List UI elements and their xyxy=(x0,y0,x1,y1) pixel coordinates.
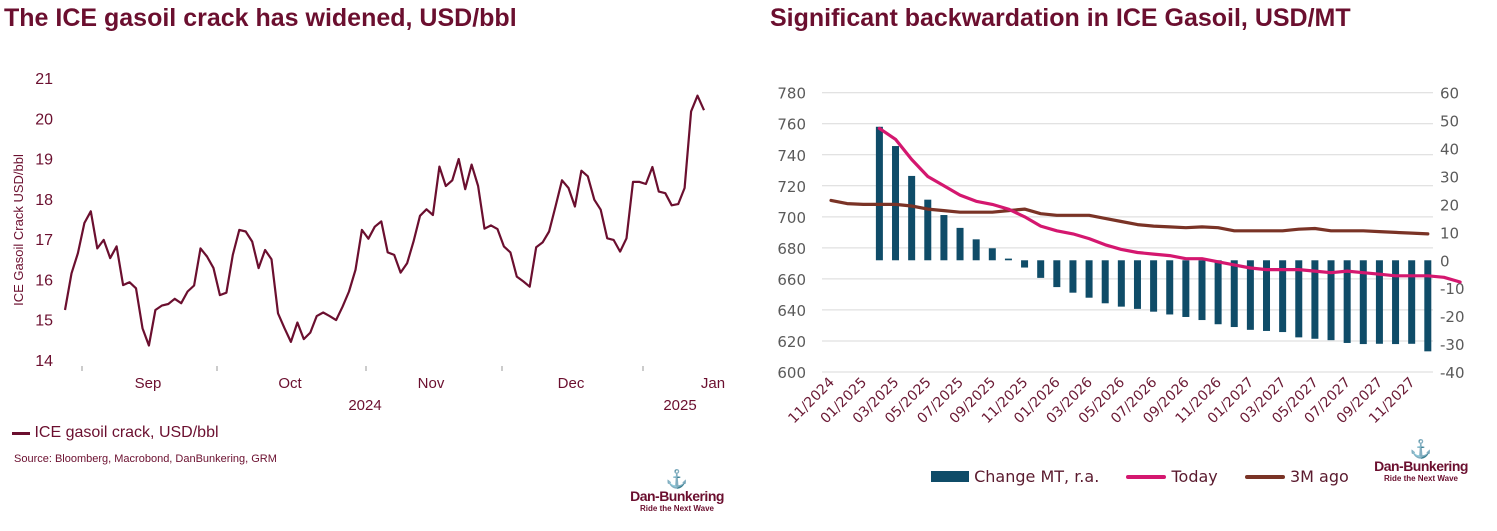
legend-line-swatch xyxy=(12,431,30,435)
left-legend: ICE gasoil crack, USD/bbl xyxy=(12,424,219,442)
right-legend: Change MT, r.a. Today 3M ago xyxy=(931,466,1349,486)
right-y-tick-label: 30 xyxy=(1440,168,1459,186)
right-y-tick-label: -30 xyxy=(1440,336,1465,354)
logo-name: Dan-Bunkering xyxy=(1374,458,1468,474)
right-chart-title: Significant backwardation in ICE Gasoil,… xyxy=(770,4,1351,32)
y-tick-label: 16 xyxy=(35,272,53,289)
left-y-tick-label: 640 xyxy=(777,302,806,320)
left-y-tick-label: 780 xyxy=(777,85,806,103)
change-bar xyxy=(972,239,980,261)
right-y-tick-label: -10 xyxy=(1440,280,1465,298)
three-month-ago-line xyxy=(829,198,1430,236)
change-bar xyxy=(988,248,996,261)
change-bar xyxy=(1069,260,1077,293)
logo-name: Dan-Bunkering xyxy=(630,488,724,504)
legend-label-change: Change MT, r.a. xyxy=(974,467,1100,486)
legend-today-swatch xyxy=(1126,474,1167,479)
logo-left: ⚓ Dan-Bunkering Ride the Next Wave xyxy=(622,470,732,513)
right-y-tick-label: -20 xyxy=(1440,308,1465,326)
right-y-tick-label: 50 xyxy=(1440,113,1459,131)
left-y-tick-label: 600 xyxy=(777,364,806,382)
change-bar xyxy=(875,126,883,261)
legend-label-today: Today xyxy=(1171,467,1218,486)
x-tick-label: Nov xyxy=(418,375,445,392)
left-y-tick-label: 740 xyxy=(777,147,806,165)
x-tick-label: Oct xyxy=(278,375,302,392)
change-bar xyxy=(1214,260,1222,325)
change-bar xyxy=(1359,260,1367,345)
change-bar xyxy=(1182,260,1190,317)
change-bar xyxy=(1343,260,1351,343)
change-bar xyxy=(1230,260,1238,328)
y-tick-label: 21 xyxy=(35,71,53,88)
change-bar xyxy=(940,215,948,261)
right-y-tick-label: 10 xyxy=(1440,224,1459,242)
left-y-tick-label: 620 xyxy=(777,333,806,351)
change-bar xyxy=(1424,260,1432,352)
legend-bar-swatch xyxy=(931,471,969,482)
change-bar xyxy=(1198,260,1206,321)
today-line xyxy=(877,126,1462,284)
right-y-tick-label: 40 xyxy=(1440,141,1459,159)
change-bar xyxy=(1004,258,1012,261)
left-chart-title: The ICE gasoil crack has widened, USD/bb… xyxy=(4,4,517,32)
source-note: Source: Bloomberg, Macrobond, DanBunkeri… xyxy=(14,453,277,465)
legend-3m-swatch xyxy=(1244,474,1285,479)
anchor-d-icon: ⚓ xyxy=(665,469,689,489)
logo-tagline: Ride the Next Wave xyxy=(640,504,714,513)
change-bar xyxy=(1295,260,1303,338)
change-bar xyxy=(1375,260,1383,344)
right-y-tick-label: 60 xyxy=(1440,85,1459,103)
change-bar xyxy=(1133,260,1141,309)
change-bar xyxy=(1037,260,1045,278)
change-bar xyxy=(1166,260,1174,315)
y-tick-label: 17 xyxy=(35,232,53,249)
change-bar xyxy=(1117,260,1125,307)
change-bar xyxy=(1101,260,1109,304)
left-y-tick-label: 760 xyxy=(777,116,806,134)
change-bar xyxy=(1408,260,1416,344)
left-y-tick-label: 700 xyxy=(777,209,806,227)
y-tick-label: 18 xyxy=(35,192,53,209)
change-bar xyxy=(956,227,964,261)
year-label: 2024 xyxy=(348,397,381,414)
y-tick-label: 14 xyxy=(35,353,53,370)
change-bar xyxy=(1085,260,1093,298)
gasoil-crack-line xyxy=(63,94,706,347)
right-y-tick-label: 20 xyxy=(1440,196,1459,214)
y-tick-label: 20 xyxy=(35,111,53,128)
change-bar xyxy=(1053,260,1061,288)
change-bar xyxy=(1263,260,1271,331)
right-y-tick-label: -40 xyxy=(1440,364,1465,382)
change-bar xyxy=(1279,260,1287,333)
x-tick-label: Jan xyxy=(701,375,725,392)
left-y-tick-label: 720 xyxy=(777,178,806,196)
change-bar xyxy=(1021,260,1029,268)
year-label: 2025 xyxy=(663,397,696,414)
right-y-tick-label: 0 xyxy=(1440,252,1450,270)
legend-label-3m: 3M ago xyxy=(1289,467,1349,486)
y-axis-title: ICE Gasoil Crack USD/bbl xyxy=(11,154,26,306)
change-bar xyxy=(924,199,932,261)
change-bar xyxy=(1327,260,1335,341)
x-tick-label: Sep xyxy=(135,375,162,392)
change-bar xyxy=(1311,260,1319,339)
x-tick-label: Dec xyxy=(558,375,585,392)
crack-line-chart: 14 15 16 17 18 19 20 21 ICE Gasoil Crack USD/bbl… xyxy=(11,71,725,414)
change-bar xyxy=(1392,260,1400,345)
change-bar xyxy=(908,175,916,261)
anchor-d-icon: ⚓ xyxy=(1409,439,1433,459)
change-bar xyxy=(1246,260,1254,330)
change-bar xyxy=(1150,260,1158,312)
legend-label: ICE gasoil crack, USD/bbl xyxy=(34,424,219,441)
y-tick-label: 15 xyxy=(35,313,53,330)
y-tick-label: 19 xyxy=(35,152,53,169)
logo-tagline: Ride the Next Wave xyxy=(1384,474,1458,483)
left-y-tick-label: 680 xyxy=(777,240,806,258)
logo-right: ⚓ Dan-Bunkering Ride the Next Wave xyxy=(1366,440,1476,483)
left-y-tick-label: 660 xyxy=(777,271,806,289)
